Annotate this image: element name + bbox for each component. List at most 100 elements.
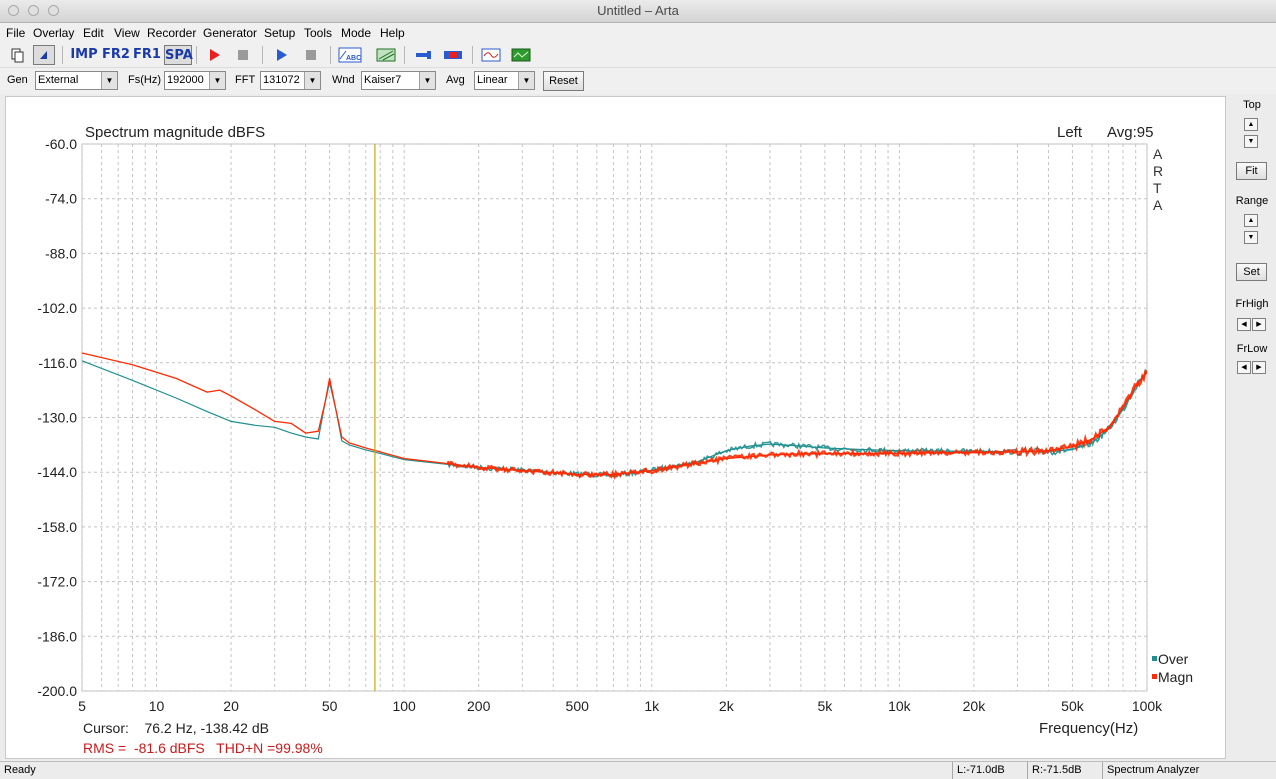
top-up-arrow-icon[interactable]: ▲	[1244, 118, 1258, 131]
window-title: Untitled – Arta	[597, 3, 679, 18]
y-tick-label: -130.0	[37, 410, 77, 426]
x-axis-label: Frequency(Hz)	[1039, 720, 1138, 737]
waveform-icon[interactable]	[480, 45, 502, 65]
title-bar: Untitled – Arta	[0, 0, 1276, 23]
set-button[interactable]: Set	[1236, 263, 1267, 281]
status-left-level: L:-71.0dB	[952, 762, 1027, 779]
chevron-down-icon: ▼	[419, 72, 435, 89]
calibrate-icon[interactable]	[442, 45, 464, 65]
menu-view[interactable]: View	[114, 26, 140, 40]
x-tick-label: 10k	[888, 698, 912, 714]
x-tick-label: 50k	[1061, 698, 1085, 714]
menu-edit[interactable]: Edit	[83, 26, 104, 40]
menu-overlay[interactable]: Overlay	[33, 26, 75, 40]
generator-stop-icon[interactable]	[300, 45, 322, 65]
watermark-letter: T	[1153, 180, 1162, 196]
fs-select-value: 192000	[167, 74, 204, 86]
range-label: Range	[1235, 195, 1269, 207]
menu-recorder[interactable]: Recorder	[147, 26, 197, 40]
avg-select-value: Linear	[477, 74, 508, 86]
record-play-icon[interactable]	[203, 45, 225, 65]
menu-generator[interactable]: Generator	[203, 26, 258, 40]
open-arrow-icon[interactable]	[33, 45, 55, 65]
y-tick-label: -88.0	[45, 245, 77, 261]
chart-title: Spectrum magnitude dBFS	[85, 124, 265, 141]
scope-icon[interactable]	[510, 45, 532, 65]
x-tick-label: 5	[78, 698, 86, 714]
menu-help[interactable]: Help	[380, 26, 405, 40]
cursor-readout: Cursor: 76.2 Hz, -138.42 dB	[83, 720, 269, 736]
toolbar-separator	[196, 46, 197, 64]
y-tick-label: -172.0	[37, 574, 77, 590]
new-document-icon[interactable]	[6, 45, 28, 65]
gen-select[interactable]: External ▼	[35, 71, 118, 90]
status-mode: Spectrum Analyzer	[1102, 762, 1276, 779]
window-select[interactable]: Kaiser7 ▼	[361, 71, 436, 90]
fs-label: Fs(Hz)	[128, 74, 161, 86]
y-tick-label: -102.0	[37, 300, 77, 316]
y-tick-label: -186.0	[37, 628, 77, 644]
y-tick-label: -144.0	[37, 464, 77, 480]
label-abc-icon[interactable]: ABC	[337, 45, 363, 65]
status-bar: Ready L:-71.0dB R:-71.5dB Spectrum Analy…	[0, 761, 1276, 779]
spectrum-plot[interactable]: Spectrum magnitude dBFS Left Avg:95 A R …	[5, 96, 1226, 759]
frlow-label: FrLow	[1236, 343, 1268, 355]
menu-tools[interactable]: Tools	[304, 26, 333, 40]
menu-file[interactable]: File	[6, 26, 26, 40]
reset-button[interactable]: Reset	[543, 71, 584, 91]
frhigh-right-arrow-icon[interactable]: ▶	[1252, 318, 1266, 331]
range-up-arrow-icon[interactable]: ▲	[1244, 214, 1258, 227]
x-tick-label: 100	[392, 698, 416, 714]
control-bar: Gen External ▼ Fs(Hz) 192000 ▼ FFT 13107…	[0, 68, 1276, 94]
legend-over-label: Over	[1158, 651, 1189, 667]
zoom-window-button[interactable]	[48, 5, 59, 16]
series-noise-magn	[446, 370, 1147, 480]
fft-label: FFT	[235, 74, 256, 86]
toolbar-separator	[262, 46, 263, 64]
range-down-arrow-icon[interactable]: ▼	[1244, 231, 1258, 244]
y-tick-label: -60.0	[45, 136, 77, 152]
x-tick-label: 200	[467, 698, 491, 714]
x-tick-label: 500	[566, 698, 590, 714]
frhigh-left-arrow-icon[interactable]: ◀	[1237, 318, 1251, 331]
spectrum-mode-button[interactable]: SPA	[164, 45, 193, 65]
menu-mode[interactable]: Mode	[341, 26, 372, 40]
frlow-left-arrow-icon[interactable]: ◀	[1237, 361, 1251, 374]
y-tick-label: -116.0	[38, 355, 77, 371]
frlow-right-arrow-icon[interactable]: ▶	[1252, 361, 1266, 374]
x-axis-ticks: 5 10 20 50 100 200 500 1k 2k 5k 10k 20k 50k 100k	[78, 698, 1163, 714]
legend-over-swatch	[1152, 656, 1157, 661]
generator-play-icon[interactable]	[270, 45, 292, 65]
record-stop-icon[interactable]	[232, 45, 254, 65]
top-down-arrow-icon[interactable]: ▼	[1244, 135, 1258, 148]
legend-magn-label: Magn	[1158, 669, 1193, 685]
x-tick-label: 20	[223, 698, 239, 714]
fft-select[interactable]: 131072 ▼	[260, 71, 321, 90]
toolbar-separator	[330, 46, 331, 64]
avg-label: Avg	[446, 74, 465, 86]
fit-button[interactable]: Fit	[1236, 162, 1267, 180]
menu-setup[interactable]: Setup	[264, 26, 296, 40]
legend-magn-swatch	[1152, 674, 1157, 679]
fr1-mode-button[interactable]: FR1	[133, 47, 161, 62]
minimize-window-button[interactable]	[28, 5, 39, 16]
arta-watermark: A R T A	[1153, 146, 1163, 213]
x-tick-label: 100k	[1132, 698, 1163, 714]
spectrum-chart-svg[interactable]: Spectrum magnitude dBFS Left Avg:95 A R …	[6, 97, 1225, 758]
watermark-letter: R	[1153, 163, 1163, 179]
close-window-button[interactable]	[8, 5, 19, 16]
plot-grid	[81, 143, 1148, 692]
probe-icon[interactable]	[412, 45, 434, 65]
status-ready: Ready	[4, 764, 36, 776]
chevron-down-icon: ▼	[304, 72, 320, 89]
fs-select[interactable]: 192000 ▼	[164, 71, 226, 90]
avg-select[interactable]: Linear ▼	[474, 71, 535, 90]
x-tick-label: 1k	[644, 698, 660, 714]
chevron-down-icon: ▼	[101, 72, 117, 89]
plot-pattern-icon[interactable]	[375, 45, 397, 65]
top-label: Top	[1243, 99, 1261, 111]
watermark-letter: A	[1153, 146, 1163, 162]
frhigh-label: FrHigh	[1235, 298, 1269, 310]
fr2-mode-button[interactable]: FR2	[102, 47, 130, 62]
impulse-mode-button[interactable]: IMP	[70, 47, 98, 62]
